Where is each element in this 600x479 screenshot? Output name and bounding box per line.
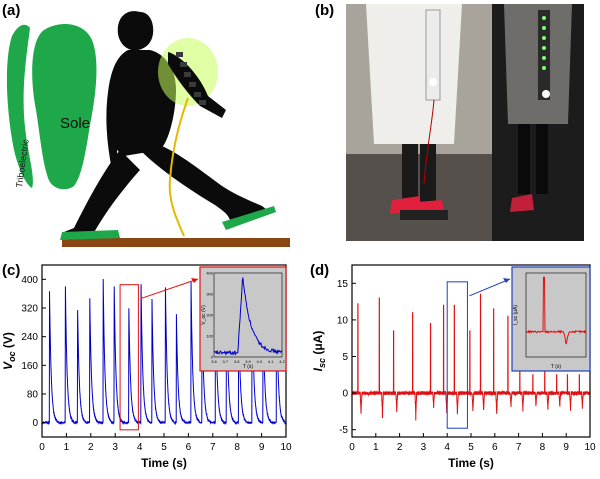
- wire: [168, 97, 189, 237]
- x-tick-label: 0: [349, 442, 355, 453]
- x-tick-label: 1: [64, 442, 70, 453]
- walking-illustration: Triboelectric Sole: [6, 11, 290, 247]
- x-tick-label: 9: [259, 442, 265, 453]
- y-axis-unit: (V): [1, 332, 15, 351]
- highlight-box: [446, 281, 468, 429]
- x-tick-label: 10: [584, 442, 596, 453]
- x-tick-label: 7: [210, 442, 216, 453]
- x-tick-label: 2: [88, 442, 94, 453]
- inset-y-tick-label: 200: [206, 313, 213, 318]
- x-tick-label: 3: [421, 442, 427, 453]
- inset-y-tick-label: 400: [206, 271, 213, 276]
- x-tick-label: 6: [186, 442, 192, 453]
- inset-x-tick-label: 3.8: [234, 359, 240, 364]
- y-tick-label: -5: [339, 425, 348, 436]
- inset-x-tick-label: 3.7: [223, 359, 229, 364]
- y-tick-label: 160: [21, 361, 38, 372]
- inset-arrowhead: [191, 278, 198, 283]
- inset-panel: [199, 266, 287, 372]
- inset-series-line: [525, 276, 587, 345]
- sole-shape: [32, 24, 97, 190]
- x-tick-label: 8: [540, 442, 546, 453]
- inset-y-tick-label: 300: [206, 292, 213, 297]
- y-axis-label: Voc (V): [1, 332, 17, 370]
- y-tick-label: 15: [337, 279, 349, 290]
- inset-y-tick-label: 0: [211, 355, 214, 360]
- y-tick-label: 80: [27, 390, 39, 401]
- y-axis-label: Isc (μA): [311, 331, 327, 372]
- inset-x-tick-label: 3.9: [245, 359, 251, 364]
- x-tick-label: 6: [492, 442, 498, 453]
- y-axis-symbol: I: [311, 367, 325, 371]
- highlight-box: [119, 284, 139, 431]
- y-axis-unit: (μA): [311, 331, 325, 358]
- triboelectric-layer: [6, 24, 33, 189]
- arm: [168, 52, 226, 118]
- panel-label-d: (d): [310, 262, 330, 279]
- x-tick-label: 7: [516, 442, 522, 453]
- y-axis-subscript: oc: [7, 351, 17, 362]
- front-shoe: [222, 206, 276, 230]
- led-array: [176, 52, 206, 105]
- inset-arrow: [469, 278, 511, 297]
- x-tick-label: 4: [137, 442, 143, 453]
- x-axis-label: Time (s): [141, 456, 187, 470]
- inset-y-label: I_sc (μA): [513, 305, 519, 325]
- x-tick-label: 9: [563, 442, 569, 453]
- walker-silhouette: [64, 11, 270, 240]
- inset-frame: [213, 272, 283, 358]
- panel-label-c: (c): [2, 262, 21, 279]
- x-tick-label: 2: [397, 442, 403, 453]
- y-tick-label: 320: [21, 304, 38, 315]
- x-tick-label: 5: [161, 442, 167, 453]
- x-tick-label: 4: [444, 442, 450, 453]
- inset-arrowhead: [503, 278, 510, 283]
- y-axis-symbol: V: [1, 361, 15, 370]
- y-tick-label: 400: [21, 275, 38, 286]
- y-axis-subscript: sc: [317, 358, 327, 368]
- x-tick-label: 0: [39, 442, 45, 453]
- x-tick-label: 3: [112, 442, 118, 453]
- rear-shoe: [60, 230, 120, 240]
- y-tick-label: 240: [21, 332, 38, 343]
- floor: [62, 238, 290, 247]
- inset-x-tick-label: 4.2: [279, 359, 285, 364]
- inset-x-label: T (s): [243, 364, 254, 370]
- inset-frame: [525, 272, 587, 358]
- panel-label-a: (a): [2, 2, 21, 19]
- wearable-demo-photo: [346, 4, 584, 241]
- series-line: [351, 293, 591, 421]
- inset-series-line: [213, 277, 283, 356]
- panel-label-b: (b): [315, 2, 335, 19]
- inset-x-label: T (s): [551, 364, 562, 370]
- x-tick-label: 8: [234, 442, 240, 453]
- inset-x-tick-label: 4.0: [257, 359, 263, 364]
- y-tick-label: 10: [337, 315, 349, 326]
- y-tick-label: 5: [342, 352, 348, 363]
- y-tick-label: 0: [342, 389, 348, 400]
- series-line: [41, 279, 287, 426]
- y-tick-label: 0: [32, 418, 38, 429]
- x-tick-label: 5: [468, 442, 474, 453]
- x-tick-label: 1: [373, 442, 379, 453]
- inset-y-label: V_oc (V): [201, 305, 207, 325]
- x-tick-label: 10: [280, 442, 292, 453]
- inset-x-tick-label: 4.1: [268, 359, 274, 364]
- inset-panel: [511, 266, 591, 372]
- inset-x-tick-label: 3.6: [211, 359, 217, 364]
- inset-arrow: [140, 278, 199, 300]
- sole-text: Sole: [60, 115, 90, 132]
- inset-y-tick-label: 100: [206, 334, 213, 339]
- x-axis-label: Time (s): [448, 456, 494, 470]
